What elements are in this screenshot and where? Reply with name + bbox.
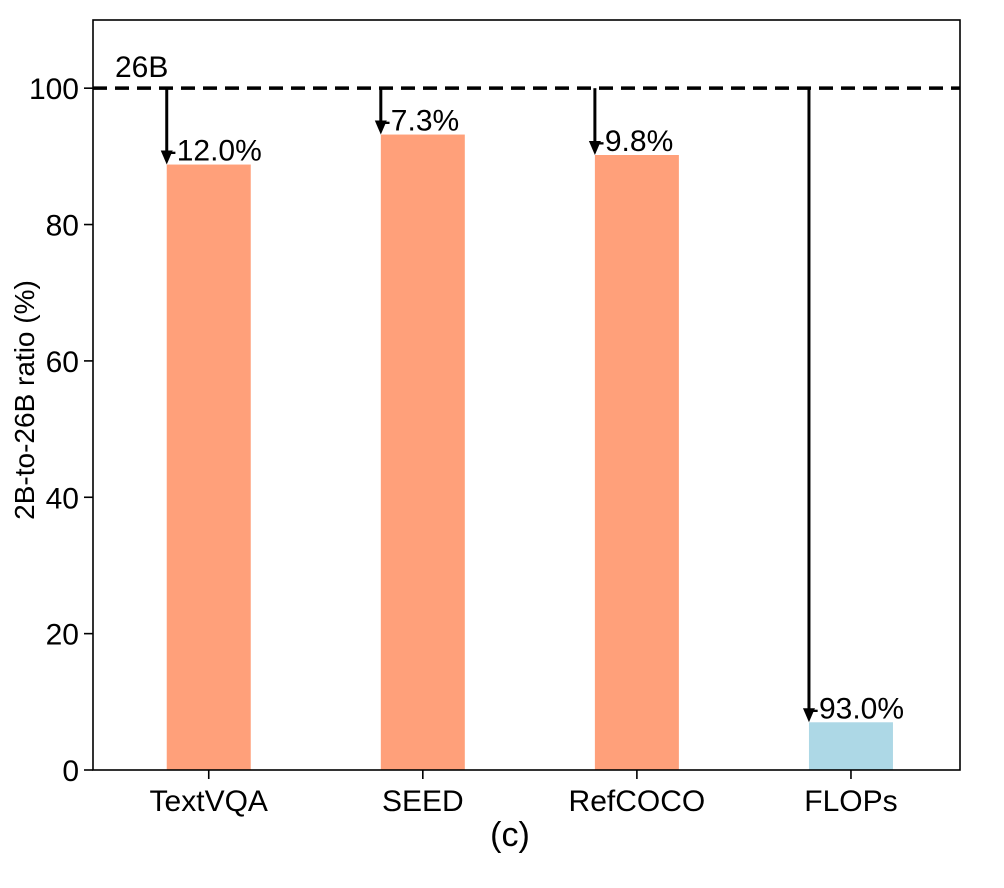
x-tick-label: SEED (382, 785, 464, 818)
y-tick-label: 40 (46, 482, 79, 515)
drop-arrow-head (802, 708, 815, 723)
y-tick-label: 20 (46, 619, 79, 652)
bar-seed (380, 134, 465, 770)
plot-area: 0 20 40 60 80 100 TextVQA SEED RefCOCO FLOPs 26B -1… (29, 19, 961, 818)
y-tick-label: 80 (46, 210, 79, 243)
y-tick-label: 0 (62, 755, 79, 788)
y-tick-label: 100 (29, 73, 79, 106)
bar-flops (808, 722, 893, 770)
drop-arrow-head (160, 150, 173, 165)
y-tick-label: 60 (46, 346, 79, 379)
drop-annotation: -7.3% (381, 105, 459, 138)
plot-frame (92, 19, 961, 771)
x-tick-label: FLOPs (804, 785, 897, 818)
figure-caption: (c) (490, 816, 530, 854)
drop-annotation: -9.8% (595, 125, 673, 158)
drop-annotation: -12.0% (167, 135, 262, 168)
bar-refcoco (594, 155, 679, 770)
bar-textvqa (166, 164, 251, 770)
x-tick-label: RefCOCO (569, 785, 706, 818)
drop-arrow-head (588, 141, 601, 155)
drop-annotation: -93.0% (809, 692, 904, 725)
x-tick-label: TextVQA (150, 785, 268, 818)
reference-line-label: 26B (115, 51, 168, 84)
drop-arrow-head (374, 120, 387, 135)
y-axis-title: 2B-to-26B ratio (%) (9, 280, 40, 520)
